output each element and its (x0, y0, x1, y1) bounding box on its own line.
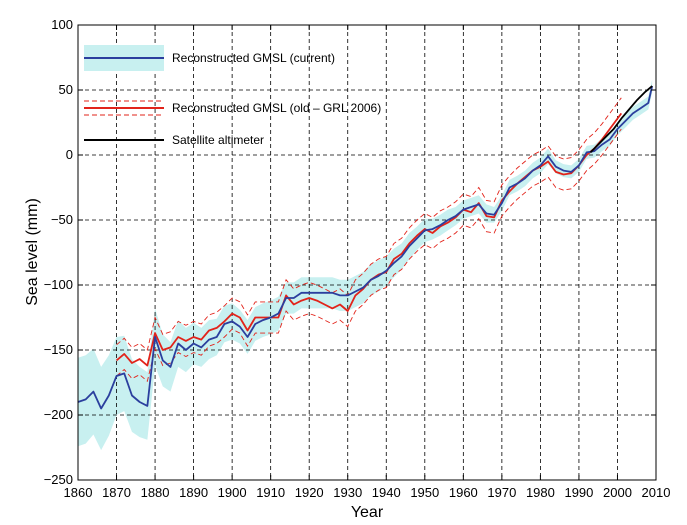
old-band-lower (116, 128, 622, 383)
x-tick-label: 1960 (449, 485, 478, 500)
y-tick-label: −50 (51, 212, 73, 227)
y-tick-label: 0 (66, 147, 73, 162)
x-tick-label: 2000 (603, 485, 632, 500)
x-tick-label: 1860 (64, 485, 93, 500)
x-tick-label: 1970 (487, 485, 516, 500)
y-tick-label: −100 (44, 277, 73, 292)
old-band-upper (116, 97, 622, 351)
y-tick-label: −200 (44, 407, 73, 422)
x-tick-label: 1870 (102, 485, 131, 500)
y-tick-label: −150 (44, 342, 73, 357)
x-tick-label: 1880 (141, 485, 170, 500)
series-lines (77, 85, 654, 410)
x-tick-label: 1930 (333, 485, 362, 500)
x-tick-label: 1990 (564, 485, 593, 500)
legend-entry-old: Reconstructed GMSL (old – GRL 2006) (172, 101, 381, 115)
legend-entry-current: Reconstructed GMSL (current) (172, 51, 335, 65)
x-tick-label: 1910 (256, 485, 285, 500)
axis-ticks: 1860 1870 1880 1890 1900 1910 1920 1930 1940 1950… (44, 17, 671, 500)
x-tick-label: 1980 (526, 485, 555, 500)
y-axis-label: Sea level (mm) (24, 198, 41, 306)
x-axis-label: Year (351, 504, 384, 521)
series-line-current (77, 85, 654, 410)
x-tick-label: 1890 (179, 485, 208, 500)
legend: Reconstructed GMSL (current) Reconstruct… (84, 45, 381, 147)
x-tick-label: 2010 (642, 485, 671, 500)
legend-entry-satellite: Satellite altimeter (172, 133, 264, 147)
x-tick-label: 1950 (410, 485, 439, 500)
x-tick-label: 1940 (372, 485, 401, 500)
y-tick-label: −250 (44, 472, 73, 487)
y-tick-label: 100 (51, 17, 73, 32)
uncertainty-bands (78, 79, 653, 451)
series-line-satellite (589, 85, 653, 154)
x-tick-label: 1900 (218, 485, 247, 500)
uncertainty-band-current (78, 79, 653, 451)
y-tick-label: 50 (59, 82, 73, 97)
x-tick-label: 1920 (295, 485, 324, 500)
plot-frame (77, 24, 657, 481)
